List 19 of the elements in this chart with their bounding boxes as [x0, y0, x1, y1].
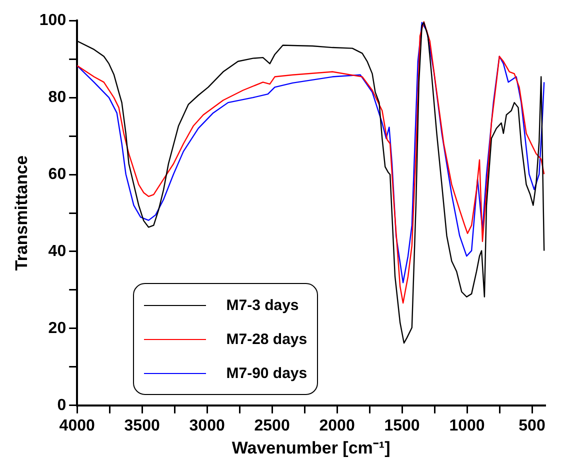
y-tick-label: 0 [57, 396, 66, 414]
x-tick-label: 3000 [189, 417, 225, 434]
x-axis-title: Wavenumber [cm⁻¹] [232, 438, 390, 458]
legend-label: M7-90 days [226, 364, 308, 382]
y-axis-title: Transmittance [12, 155, 31, 271]
x-tick-label: 2000 [319, 417, 355, 434]
y-tick-label: 60 [48, 166, 66, 183]
x-tick-label: 500 [518, 417, 546, 434]
x-tick-label: 1500 [384, 417, 420, 434]
x-tick-label: 2500 [254, 417, 290, 434]
y-tick-label: 80 [48, 88, 66, 106]
legend-label: M7-3 days [226, 296, 299, 314]
x-tick-label: 1000 [449, 417, 485, 434]
x-tick-label: 4000 [59, 417, 95, 434]
y-tick-label: 40 [48, 242, 66, 260]
y-tick-label: 100 [39, 12, 66, 30]
x-tick-label: 3500 [124, 417, 160, 434]
legend-label: M7-28 days [226, 330, 308, 348]
y-tick-label: 20 [48, 320, 66, 337]
